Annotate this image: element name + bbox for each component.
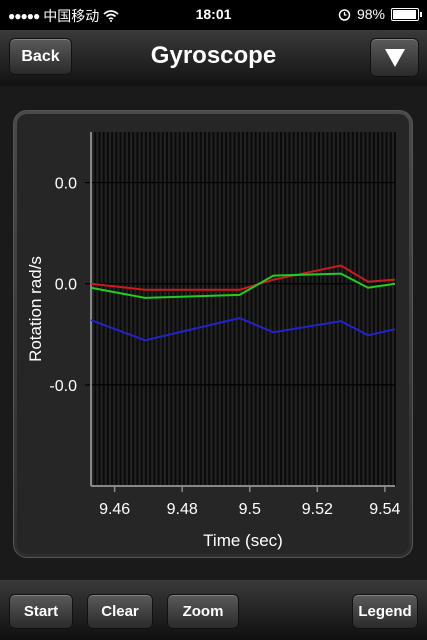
x-tick-label: 9.5 — [239, 501, 261, 518]
clear-button[interactable]: Clear — [87, 594, 153, 629]
status-right: 98% — [338, 6, 422, 22]
triangle-down-icon — [384, 48, 405, 67]
legend-button[interactable]: Legend — [352, 594, 418, 629]
alarm-icon — [338, 8, 351, 21]
wifi-icon — [103, 10, 119, 22]
y-tick-label: 0.0 — [55, 277, 77, 294]
y-tick-label: 0.0 — [55, 176, 77, 193]
x-tick-label: 9.48 — [167, 501, 198, 518]
signal-strength-icon: ●●●●● — [8, 9, 40, 23]
carrier-name: 中国移动 — [43, 8, 100, 24]
battery-percent: 98% — [356, 6, 385, 22]
start-button[interactable]: Start — [9, 594, 73, 629]
zoom-button[interactable]: Zoom — [167, 594, 239, 629]
status-left: ●●●●● 中国移动 — [8, 6, 119, 26]
chart-panel: 0.0 0.0 -0.0 9.46 9.48 9.5 9.52 9.54 Time (sec) R… — [13, 110, 413, 558]
y-axis-title: Rotation rad/s — [26, 256, 45, 362]
chart-area: 0.0 0.0 -0.0 9.46 9.48 9.5 9.52 9.54 Time (sec) R… — [17, 114, 409, 554]
x-axis-title: Time (sec) — [203, 531, 283, 550]
back-button[interactable]: Back — [9, 38, 72, 75]
battery-icon — [391, 7, 422, 21]
series-line-1 — [90, 264, 396, 291]
series-line-2 — [90, 272, 396, 299]
main-content: 0.0 0.0 -0.0 9.46 9.48 9.5 9.52 9.54 Time (sec) R… — [0, 86, 427, 580]
navigation-bar: Back Gyroscope — [0, 30, 427, 87]
x-tick-label: 9.54 — [369, 501, 400, 518]
series-line-3 — [90, 317, 396, 342]
y-tick-label: -0.0 — [49, 378, 77, 395]
bottom-toolbar: Start Clear Zoom Legend — [0, 580, 427, 640]
x-tick-label: 9.52 — [302, 501, 333, 518]
status-bar: ●●●●● 中国移动 18:01 98% — [0, 0, 427, 30]
battery-level — [393, 9, 416, 19]
menu-dropdown-button[interactable] — [370, 38, 419, 77]
gyroscope-chart: 0.0 0.0 -0.0 9.46 9.48 9.5 9.52 9.54 Time (sec) R… — [26, 132, 401, 550]
x-tick-label: 9.46 — [99, 501, 130, 518]
